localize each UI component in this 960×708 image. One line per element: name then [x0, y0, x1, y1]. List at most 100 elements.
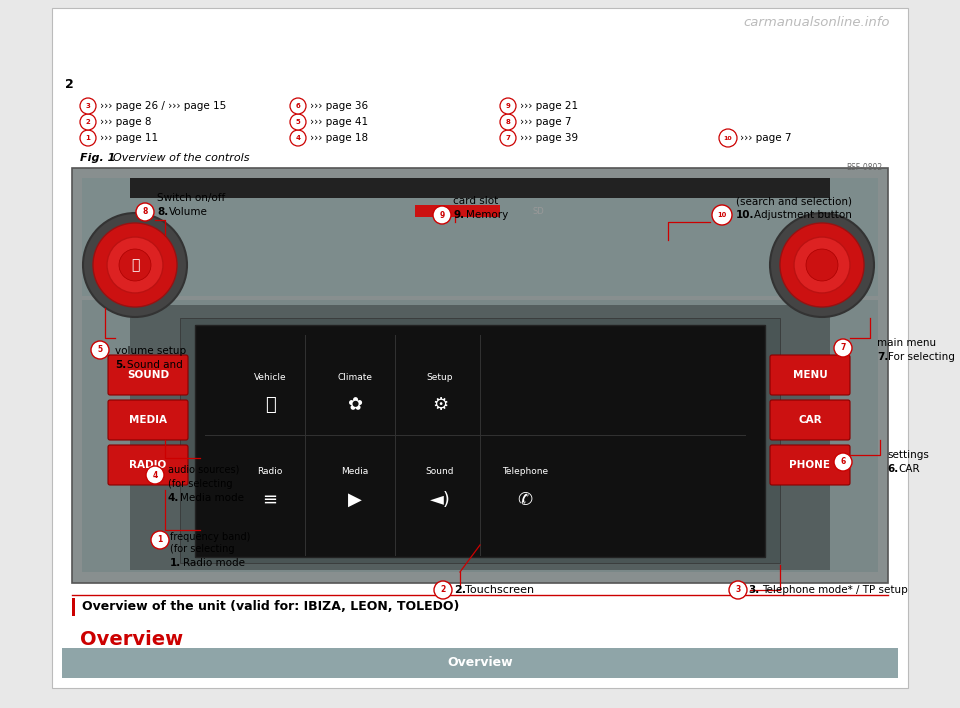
Text: Setup: Setup: [427, 372, 453, 382]
Text: Overview of the controls: Overview of the controls: [106, 153, 250, 163]
Circle shape: [290, 98, 306, 114]
Text: 9.: 9.: [453, 210, 464, 220]
Text: Vehicle: Vehicle: [253, 372, 286, 382]
Text: 🚘: 🚘: [265, 396, 276, 414]
Text: ⏻: ⏻: [131, 258, 139, 272]
Text: ››› page 36: ››› page 36: [310, 101, 368, 111]
Circle shape: [794, 237, 850, 293]
Text: main menu: main menu: [877, 338, 936, 348]
Text: audio sources): audio sources): [168, 465, 239, 475]
Text: ››› page 39: ››› page 39: [520, 133, 578, 143]
Text: ››› page 18: ››› page 18: [310, 133, 368, 143]
Text: Media mode: Media mode: [180, 493, 244, 503]
Text: Volume: Volume: [169, 207, 208, 217]
Text: PHONE: PHONE: [789, 460, 830, 470]
Text: Climate: Climate: [338, 372, 372, 382]
Text: Telephone: Telephone: [502, 467, 548, 476]
Text: 4: 4: [153, 471, 157, 479]
Circle shape: [719, 129, 737, 147]
Text: 8: 8: [142, 207, 148, 217]
Text: 2.: 2.: [454, 585, 466, 595]
Circle shape: [770, 213, 874, 317]
Text: CAR: CAR: [798, 415, 822, 425]
FancyBboxPatch shape: [770, 355, 850, 395]
Circle shape: [834, 453, 852, 471]
Text: Overview of the unit (valid for: IBIZA, LEON, TOLEDO): Overview of the unit (valid for: IBIZA, …: [82, 600, 460, 614]
Text: 3: 3: [735, 586, 740, 595]
Text: 10: 10: [717, 212, 727, 218]
Text: Overview: Overview: [447, 656, 513, 670]
Text: Memory: Memory: [466, 210, 508, 220]
Circle shape: [290, 114, 306, 130]
Text: Radio: Radio: [257, 467, 282, 476]
Text: ››› page 21: ››› page 21: [520, 101, 578, 111]
Text: 1: 1: [85, 135, 90, 141]
FancyBboxPatch shape: [108, 355, 188, 395]
Circle shape: [91, 341, 109, 359]
Text: 2: 2: [85, 119, 90, 125]
Circle shape: [119, 249, 151, 281]
Text: card slot: card slot: [453, 196, 498, 206]
FancyBboxPatch shape: [130, 178, 830, 198]
Text: ››› page 41: ››› page 41: [310, 117, 368, 127]
FancyBboxPatch shape: [180, 318, 780, 563]
Circle shape: [806, 249, 838, 281]
FancyBboxPatch shape: [52, 8, 908, 688]
Text: ✆: ✆: [517, 491, 533, 509]
Circle shape: [136, 203, 154, 221]
Text: 1: 1: [157, 535, 162, 544]
FancyBboxPatch shape: [195, 325, 765, 557]
Circle shape: [107, 237, 163, 293]
Circle shape: [834, 339, 852, 357]
Text: Telephone mode* / TP setup: Telephone mode* / TP setup: [762, 585, 908, 595]
Text: Sound and: Sound and: [127, 360, 182, 370]
Text: 6.: 6.: [887, 464, 899, 474]
Circle shape: [500, 114, 516, 130]
Text: Overview: Overview: [80, 630, 183, 649]
FancyBboxPatch shape: [770, 445, 850, 485]
Circle shape: [80, 130, 96, 146]
FancyBboxPatch shape: [72, 598, 75, 616]
Text: ››› page 8: ››› page 8: [100, 117, 152, 127]
Circle shape: [290, 130, 306, 146]
Text: (search and selection): (search and selection): [736, 196, 852, 206]
Circle shape: [80, 114, 96, 130]
Text: 5.: 5.: [115, 360, 127, 370]
Circle shape: [434, 581, 452, 599]
Text: RADIO: RADIO: [130, 460, 167, 470]
FancyBboxPatch shape: [62, 648, 898, 678]
Text: SD: SD: [532, 207, 544, 215]
Text: BSF-0802: BSF-0802: [846, 163, 882, 172]
Text: Switch on/off: Switch on/off: [157, 193, 226, 203]
Circle shape: [83, 213, 187, 317]
Circle shape: [93, 223, 177, 307]
FancyBboxPatch shape: [130, 305, 830, 570]
Text: 7.: 7.: [877, 352, 888, 362]
Text: 4.: 4.: [168, 493, 180, 503]
Text: Touchscreen: Touchscreen: [465, 585, 534, 595]
Text: 2: 2: [65, 79, 74, 91]
FancyBboxPatch shape: [82, 300, 878, 572]
Text: 4: 4: [296, 135, 300, 141]
Text: 6: 6: [296, 103, 300, 109]
Text: Adjustment button: Adjustment button: [754, 210, 852, 220]
Text: 5: 5: [97, 346, 103, 355]
FancyBboxPatch shape: [415, 205, 500, 217]
Text: 8.: 8.: [157, 207, 168, 217]
FancyBboxPatch shape: [72, 168, 888, 583]
Text: 8: 8: [506, 119, 511, 125]
FancyBboxPatch shape: [108, 445, 188, 485]
Circle shape: [500, 130, 516, 146]
Circle shape: [433, 206, 451, 224]
Text: ⚙: ⚙: [432, 396, 448, 414]
Text: ◄): ◄): [429, 491, 450, 509]
Circle shape: [729, 581, 747, 599]
Text: 7: 7: [840, 343, 846, 353]
Text: Sound: Sound: [425, 467, 454, 476]
Text: frequency band): frequency band): [170, 532, 251, 542]
Circle shape: [500, 98, 516, 114]
Text: 7: 7: [506, 135, 511, 141]
Text: settings: settings: [887, 450, 929, 460]
Text: ≡: ≡: [262, 491, 277, 509]
Circle shape: [712, 205, 732, 225]
